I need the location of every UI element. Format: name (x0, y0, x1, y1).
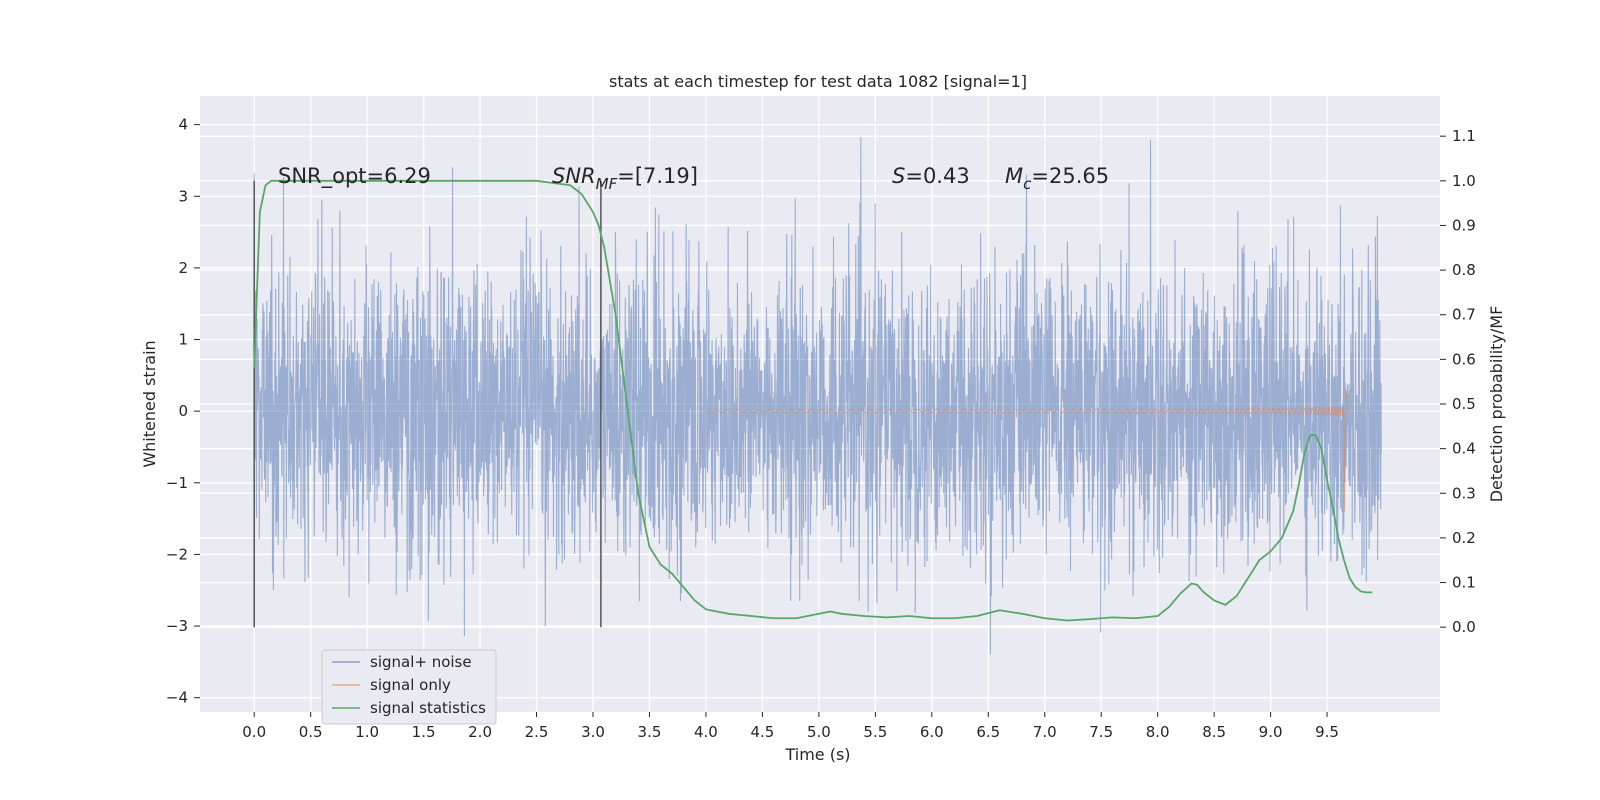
annotation-mc-symbol: M (1005, 164, 1023, 188)
x-tick-label-14: 7.0 (1033, 723, 1057, 741)
yr-tick-label-8: 0.3 (1452, 484, 1476, 502)
x-tick-label-7: 3.5 (638, 723, 662, 741)
yr-tick-label-7: 0.4 (1452, 440, 1476, 458)
annotation-snr-mf-base: SNR (552, 164, 596, 188)
yl-tick-label-1: 3 (178, 187, 188, 205)
x-tick-label-12: 6.0 (920, 723, 944, 741)
yr-tick-label-9: 0.2 (1452, 529, 1476, 547)
x-tick-labels: 0.0 0.5 1.0 1.5 2.0 2.5 3.0 3.5 4.0 4.5 5.0 5.5 6.0 6… (242, 712, 1339, 741)
yr-tick-label-0: 1.1 (1452, 127, 1476, 145)
yr-tick-label-5: 0.6 (1452, 350, 1476, 368)
annotation-s: S=0.43 (892, 164, 970, 188)
yl-tick-label-0: 4 (178, 116, 188, 134)
signal-only-line (705, 389, 1350, 512)
yl-tick-label-3: 1 (178, 331, 188, 349)
y-axis-label-left: Whitened strain (140, 340, 159, 467)
series-signal-plus-noise (253, 137, 1382, 655)
x-tick-label-1: 0.5 (299, 723, 323, 741)
x-tick-label-19: 9.5 (1315, 723, 1339, 741)
legend: signal+ noise signal only signal statist… (321, 649, 497, 725)
x-tick-label-11: 5.5 (863, 723, 887, 741)
x-tick-label-8: 4.0 (694, 723, 718, 741)
y-right-tick-labels: 1.1 1.0 0.9 0.8 0.7 0.6 0.5 0.4 0.3 0.2 0.1 0.0 (1440, 127, 1476, 636)
chart-title: stats at each timestep for test data 108… (609, 72, 1027, 91)
annotation-s-symbol: S (892, 164, 905, 188)
x-tick-label-6: 3.0 (581, 723, 605, 741)
x-tick-label-16: 8.0 (1146, 723, 1170, 741)
x-tick-label-15: 7.5 (1089, 723, 1113, 741)
x-tick-label-17: 8.5 (1202, 723, 1226, 741)
yl-tick-label-5: −1 (166, 474, 188, 492)
yl-tick-label-4: 0 (178, 402, 188, 420)
x-tick-label-18: 9.0 (1259, 723, 1283, 741)
x-tick-label-5: 2.5 (525, 723, 549, 741)
x-tick-label-10: 5.0 (807, 723, 831, 741)
yr-tick-label-4: 0.7 (1452, 306, 1476, 324)
annotation-snr-opt: SNR_opt=6.29 (278, 164, 431, 189)
annotation-s-value: =0.43 (905, 164, 969, 188)
legend-label-signal-plus-noise: signal+ noise (370, 653, 472, 671)
yr-tick-label-10: 0.1 (1452, 574, 1476, 592)
legend-box (321, 649, 497, 725)
yl-tick-label-2: 2 (178, 259, 188, 277)
yl-tick-label-8: −4 (166, 689, 188, 707)
annotation-snr-mf-sub: MF (596, 175, 618, 193)
y-left-tick-labels: 4 3 2 1 0 −1 −2 −3 −4 (166, 116, 200, 707)
vertical-markers (253, 180, 602, 628)
series-signal-statistics (253, 179, 1373, 622)
x-tick-label-9: 4.5 (750, 723, 774, 741)
x-tick-label-3: 1.5 (412, 723, 436, 741)
x-tick-label-2: 1.0 (355, 723, 379, 741)
series-signal-only (705, 389, 1350, 512)
annotation-snr-mf-value: =[7.19] (617, 164, 698, 188)
y-axis-label-right: Detection probability/MF (1487, 306, 1506, 503)
x-tick-label-4: 2.0 (468, 723, 492, 741)
x-tick-label-0: 0.0 (242, 723, 266, 741)
yr-tick-label-2: 0.9 (1452, 216, 1476, 234)
annotation-snr-mf: SNRMF=[7.19] (552, 164, 698, 193)
legend-label-signal-only: signal only (370, 676, 451, 694)
signal-statistics-line (253, 179, 1373, 622)
yl-tick-label-6: −2 (166, 545, 188, 563)
annotation-mc-value: =25.65 (1031, 164, 1109, 188)
yr-tick-label-6: 0.5 (1452, 395, 1476, 413)
legend-label-signal-statistics: signal statistics (370, 699, 486, 717)
yr-tick-label-11: 0.0 (1452, 618, 1476, 636)
yr-tick-label-3: 0.8 (1452, 261, 1476, 279)
signal-plus-noise-line (253, 137, 1382, 655)
x-tick-label-13: 6.5 (976, 723, 1000, 741)
yr-tick-label-1: 1.0 (1452, 172, 1476, 190)
x-axis-label: Time (s) (784, 745, 850, 764)
annotation-mc: Mc=25.65 (1005, 164, 1109, 193)
annotation-mc-sub: c (1023, 175, 1032, 193)
yl-tick-label-7: −3 (166, 617, 188, 635)
